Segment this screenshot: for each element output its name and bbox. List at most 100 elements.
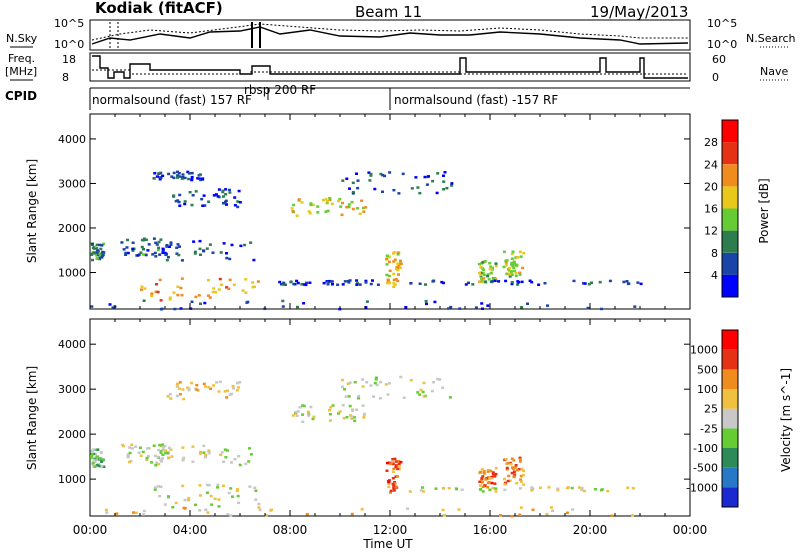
velocity-data-cell [257,502,261,506]
power-data-cell [339,205,343,208]
power-data-cell [490,280,494,283]
velocity-data-cell [580,486,584,490]
power-data-cell [290,207,294,210]
power-data-cell [168,296,172,299]
power-data-cell [440,280,444,284]
velocity-data-cell [92,448,95,451]
velocity-data-cell [127,460,131,464]
velocity-data-cell [394,485,398,488]
velocity-data-cell [503,488,507,492]
velocity-data-cell [122,444,126,448]
velocity-data-cell [199,494,202,497]
power-data-cell [387,255,391,258]
velocity-data-cell [236,381,239,385]
velocity-data-cell [128,451,132,455]
power-data-cell [120,241,124,244]
velocity-data-cell [238,463,242,467]
power-data-cell [163,251,167,255]
velocity-data-cell [100,460,103,463]
velocity-data-cell [566,486,570,489]
power-data-cell [144,253,148,256]
velocity-colorbar-tick-label: -100 [693,442,718,455]
power-data-cell [388,171,392,174]
power-data-cell [636,281,640,284]
velocity-data-cell [511,466,514,469]
power-data-cell [449,305,453,309]
power-data-cell [156,290,160,294]
velocity-data-cell [438,378,442,381]
nsky-tick-top: 10^5 [54,17,84,30]
velocity-data-cell [508,479,512,482]
power-data-cell [425,302,428,306]
velocity-data-cell [169,448,173,451]
x-tick-label: 20:00 [573,523,608,537]
velocity-data-cell [419,388,423,392]
power-data-cell [309,202,313,205]
velocity-data-cell [397,465,401,468]
power-data-cell [201,177,205,180]
velocity-data-cell [152,444,156,447]
velocity-data-cell [202,451,206,454]
power-data-cell [256,280,260,283]
velocity-data-cell [170,455,174,458]
velocity-data-cell [489,469,493,473]
nsky-label: N.Sky [6,32,38,45]
velocity-data-cell [157,448,161,452]
velocity-data-cell [232,387,235,390]
power-data-cell [95,254,99,257]
velocity-data-cell [337,412,341,415]
power-data-cell [376,283,380,286]
power-data-cell [514,271,518,275]
velocity-data-cell [220,451,224,454]
power-data-cell [356,186,360,190]
power-colorbar-segment [722,186,738,209]
velocity-data-cell [511,467,515,471]
power-data-cell [198,247,202,251]
power-data-cell [222,242,226,245]
velocity-data-cell [99,451,103,455]
power-data-cell [414,176,418,179]
power-data-cell [504,263,508,267]
power-data-cell [516,256,520,259]
velocity-data-cell [145,456,149,460]
power-data-cell [479,280,482,283]
power-data-cell [140,285,144,288]
freq-tick-top: 18 [62,53,76,66]
power-data-cell [423,175,427,179]
velocity-data-cell [132,511,135,514]
power-data-cell [486,274,490,278]
power-data-cell [307,210,311,213]
velocity-data-cell [291,414,295,417]
velocity-data-cell [146,447,150,450]
power-data-cell [396,268,400,272]
power-data-cell [193,250,197,254]
power-data-cell [325,201,329,205]
velocity-data-cell [225,396,229,399]
velocity-data-cell [159,451,163,454]
velocity-data-cell [460,488,464,491]
power-data-cell [489,265,493,268]
power-data-cell [507,270,511,273]
power-data-cell [188,191,192,194]
velocity-data-cell [147,455,150,458]
velocity-data-cell [138,446,142,449]
velocity-data-cell [494,467,498,470]
velocity-colorbar-segment [722,408,738,429]
velocity-data-cell [362,412,366,416]
velocity-data-cell [421,490,425,493]
power-data-cell [341,179,345,182]
power-data-cell [189,307,193,310]
power-data-cell [385,273,389,277]
power-data-cell [281,305,285,308]
power-data-cell [178,175,181,178]
velocity-colorbar-segment [722,428,738,448]
power-data-cell [221,189,225,193]
power-data-cell [208,243,212,246]
power-data-cell [399,259,402,263]
velocity-data-cell [397,459,401,463]
velocity-data-cell [512,459,516,462]
power-data-cell [308,212,312,215]
velocity-data-cell [479,470,482,474]
power-colorbar-segment [722,120,738,143]
power-data-cell [519,255,523,258]
